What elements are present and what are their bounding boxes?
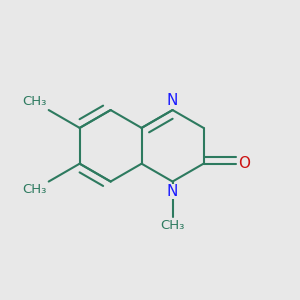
Text: O: O: [238, 156, 250, 171]
Text: CH₃: CH₃: [160, 219, 185, 232]
Text: CH₃: CH₃: [22, 183, 47, 196]
Text: N: N: [167, 184, 178, 199]
Text: CH₃: CH₃: [22, 95, 47, 108]
Text: N: N: [167, 92, 178, 107]
